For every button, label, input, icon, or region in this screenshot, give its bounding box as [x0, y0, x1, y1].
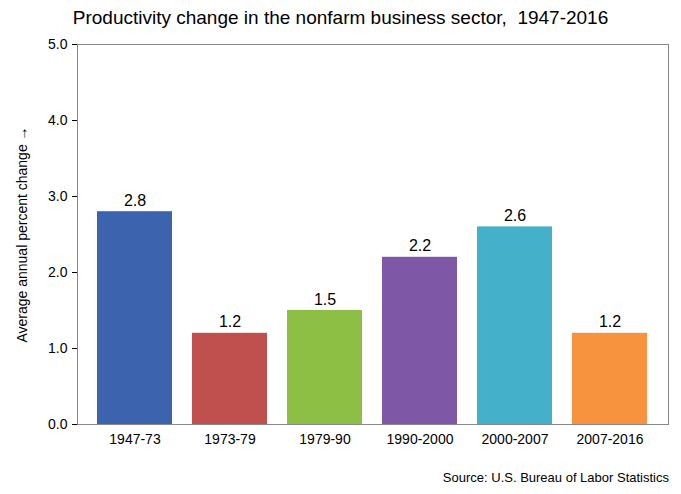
svg-text:Average annual percent change: Average annual percent change →	[14, 126, 30, 342]
svg-text:2.6: 2.6	[504, 207, 526, 224]
html-text:Source: U.S. Bureau of Labor S: Source: U.S. Bureau of Labor Statistics	[442, 470, 669, 485]
svg-text:2.2: 2.2	[409, 237, 431, 254]
svg-text:1.2: 1.2	[599, 313, 621, 330]
svg-text:2.0: 2.0	[48, 264, 68, 280]
svg-text:2.8: 2.8	[124, 192, 146, 209]
svg-text:4.0: 4.0	[48, 112, 68, 128]
html-text:Productivity change in the non: Productivity change in the nonfarm busin…	[72, 7, 609, 28]
svg-text:1.5: 1.5	[314, 291, 336, 308]
svg-text:0.0: 0.0	[48, 416, 68, 432]
svg-text:2000-2007: 2000-2007	[482, 431, 549, 447]
svg-text:1979-90: 1979-90	[299, 431, 351, 447]
svg-text:5.0: 5.0	[48, 36, 68, 52]
svg-text:3.0: 3.0	[48, 188, 68, 204]
svg-text:1.0: 1.0	[48, 340, 68, 356]
svg-text:1990-2000: 1990-2000	[387, 431, 454, 447]
svg-text:2007-2016: 2007-2016	[577, 431, 644, 447]
svg-text:1.2: 1.2	[219, 313, 241, 330]
svg-text:1973-79: 1973-79	[204, 431, 256, 447]
svg-text:1947-73: 1947-73	[109, 431, 161, 447]
